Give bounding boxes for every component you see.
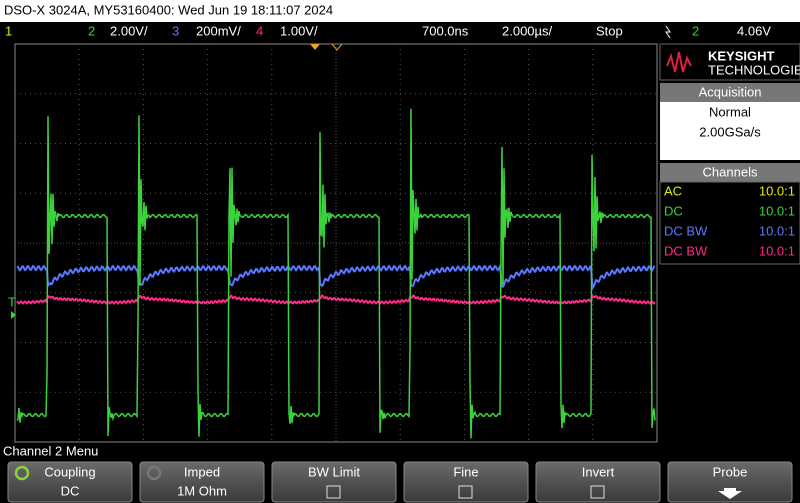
channels-body (659, 181, 800, 265)
acquisition-rate: 2.00GSa/s (699, 124, 761, 139)
side-panel: KEYSIGHT TECHNOLOGIES Acquisition Normal… (659, 43, 800, 265)
brand-sub: TECHNOLOGIES (708, 62, 800, 77)
softkey[interactable]: Fine (403, 461, 529, 503)
ch3-scale: 200mV/ (196, 23, 241, 38)
delay-marker (331, 43, 343, 51)
softkey-arrow (718, 488, 742, 499)
graticule (14, 43, 658, 443)
softkey-label: BW Limit (308, 464, 360, 479)
ch1-label: 1 (5, 23, 12, 38)
trigger-position-marker (310, 44, 320, 50)
trigger-level-marker: T (8, 294, 16, 309)
softkey-label: Fine (453, 464, 478, 479)
trigger-source: 2 (692, 23, 699, 38)
title-bar (0, 0, 800, 22)
softkey-icon (146, 465, 162, 481)
softkey-label: Invert (582, 464, 615, 479)
trigger-arrow (11, 311, 16, 319)
timebase: 2.000µs/ (502, 23, 553, 38)
channel-probe: 10.0:1 (759, 243, 795, 258)
softkey-label: Probe (713, 464, 748, 479)
channel-coupling: DC BW (664, 223, 708, 238)
ch2-label: 2 (88, 23, 95, 38)
softkey[interactable]: Invert (535, 461, 661, 503)
softkey[interactable]: Coupling DC (7, 461, 133, 503)
brand-name: KEYSIGHT (708, 48, 775, 63)
trigger-icon (665, 25, 671, 39)
ch4-scale: 1.00V/ (280, 23, 318, 38)
ch2-scale: 2.00V/ (110, 23, 148, 38)
channel-probe: 10.0:1 (759, 183, 795, 198)
channel-4-trace (16, 294, 656, 305)
acquisition-header (660, 83, 800, 102)
acquisition-mode: Normal (709, 104, 751, 119)
softkey-checkbox (458, 485, 473, 499)
acquisition-title: Acquisition (699, 84, 762, 99)
softkey-button[interactable] (7, 461, 133, 503)
channel-rows: AC 10.0:1 DC 10.0:1 DC BW 10.0:1 DC BW 10.0:1 (664, 183, 795, 258)
ch3-label: 3 (172, 23, 179, 38)
channel-2-trace (16, 108, 656, 439)
channels-title: Channels (703, 164, 758, 179)
menu-title: Channel 2 Menu (3, 443, 98, 458)
logo-icon (666, 51, 692, 73)
softkey-button[interactable] (535, 461, 661, 503)
channel-coupling: DC (664, 203, 683, 218)
trigger-level: 4.06V (737, 23, 771, 38)
channels-header (660, 163, 800, 182)
status-row: 1 2 2.00V/ 3 200mV/ 4 1.00V/ 700.0ns 2.0… (5, 23, 771, 38)
softkey-button[interactable] (667, 461, 793, 503)
run-state: Stop (596, 23, 623, 38)
channel-coupling: AC (664, 183, 682, 198)
softkey-checkbox (326, 485, 341, 499)
logo-box (659, 43, 800, 81)
softkey[interactable]: BW Limit (271, 461, 397, 503)
softkey-button[interactable] (403, 461, 529, 503)
softkey[interactable]: Probe (667, 461, 793, 503)
ch4-label: 4 (256, 23, 263, 38)
softkey-label: Imped (184, 464, 220, 479)
softkey[interactable]: Imped 1M Ohm (139, 461, 265, 503)
softkey-icon (14, 465, 30, 481)
channel-coupling: DC BW (664, 243, 708, 258)
softkeys: Coupling DC Imped 1M Ohm BW Limit Fine Invert P… (7, 461, 793, 503)
acquisition-body (660, 102, 800, 160)
channel-probe: 10.0:1 (759, 203, 795, 218)
softkey-label: Coupling (44, 464, 95, 479)
softkey-button[interactable] (139, 461, 265, 503)
softkey-value: DC (61, 483, 80, 498)
softkey-checkbox (590, 485, 605, 499)
title: DSO-X 3024A, MY53160400: Wed Jun 19 18:1… (4, 2, 333, 17)
channel-probe: 10.0:1 (759, 223, 795, 238)
delay: 700.0ns (422, 23, 469, 38)
channel-3-trace (16, 262, 656, 290)
softkey-value: 1M Ohm (177, 483, 227, 498)
waveforms (16, 108, 656, 439)
softkey-button[interactable] (271, 461, 397, 503)
